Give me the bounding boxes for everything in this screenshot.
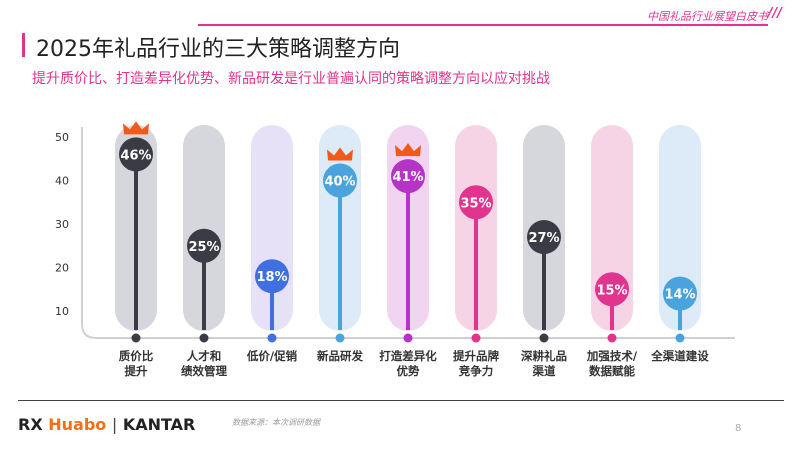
axis-dot (675, 333, 685, 343)
lollipop-head (527, 220, 561, 255)
axis-dot (267, 333, 277, 343)
track-pill (183, 125, 225, 331)
data-label: 35% (460, 196, 491, 211)
title-accent-bar (22, 33, 25, 57)
category-label: 数据赋能 (589, 364, 635, 378)
axis-dot (539, 333, 549, 343)
lollipop-head (119, 137, 153, 172)
lollipop-head (391, 159, 425, 194)
data-label: 40% (324, 175, 355, 190)
category-label: 提升品牌 (453, 349, 499, 363)
data-label: 41% (392, 170, 423, 185)
y-tick-label: 10 (55, 305, 69, 318)
lollipop-head (595, 272, 629, 307)
data-label: 27% (528, 231, 559, 246)
axis-dot (471, 333, 481, 343)
category-label: 新品研发 (317, 349, 363, 363)
category-label: 提升 (125, 364, 148, 378)
axis-dot (335, 333, 345, 343)
lollipop-head (663, 276, 697, 311)
lollipop-head (187, 228, 221, 263)
lollipop-head (459, 185, 493, 220)
category-label: 渠道 (532, 364, 556, 378)
lollipop-head (255, 259, 289, 294)
category-label: 质价比 (119, 349, 154, 363)
axis-line (81, 127, 735, 339)
data-label: 46% (120, 148, 151, 163)
footer-divider (18, 400, 784, 401)
category-label: 竞争力 (459, 364, 494, 378)
category-label: 低价/促销 (246, 349, 298, 363)
source-note: 数据来源：本次调研数据 (232, 418, 320, 427)
lollipop-head (323, 163, 357, 198)
crown-icon (327, 147, 353, 161)
data-label: 25% (188, 240, 219, 255)
brand-bars-decoration: /// (767, 6, 782, 21)
logo: RX Huabo | KANTAR (18, 415, 196, 434)
data-label: 15% (596, 283, 627, 298)
category-label: 人才和 (187, 349, 222, 363)
category-label: 绩效管理 (181, 364, 227, 378)
category-label: 优势 (397, 364, 420, 378)
category-label: 深耕礼品 (521, 349, 567, 363)
category-label: 加强技术/ (586, 349, 638, 363)
crown-icon (395, 143, 421, 157)
brand-label: 中国礼品行业展望白皮书 (647, 10, 768, 23)
y-tick-label: 50 (55, 131, 69, 144)
axis-dot (607, 333, 617, 343)
y-tick-label: 40 (55, 175, 69, 188)
axis-dot (403, 333, 413, 343)
category-label: 打造差异化 (379, 349, 437, 363)
header-divider (198, 24, 768, 26)
page-number: 8 (735, 423, 742, 434)
data-label: 18% (256, 270, 287, 285)
axis-dot (131, 333, 141, 343)
y-tick-label: 20 (55, 262, 69, 275)
axis-dot (199, 333, 209, 343)
data-label: 14% (664, 288, 695, 303)
category-label: 全渠道建设 (650, 349, 709, 363)
page-subtitle: 提升质价比、打造差异化优势、新品研发是行业普遍认同的策略调整方向以应对挑战 (32, 71, 550, 87)
y-tick-label: 30 (55, 218, 69, 231)
crown-icon (123, 121, 149, 135)
track-pill (659, 125, 701, 331)
page-title: 2025年礼品行业的三大策略调整方向 (36, 37, 400, 62)
